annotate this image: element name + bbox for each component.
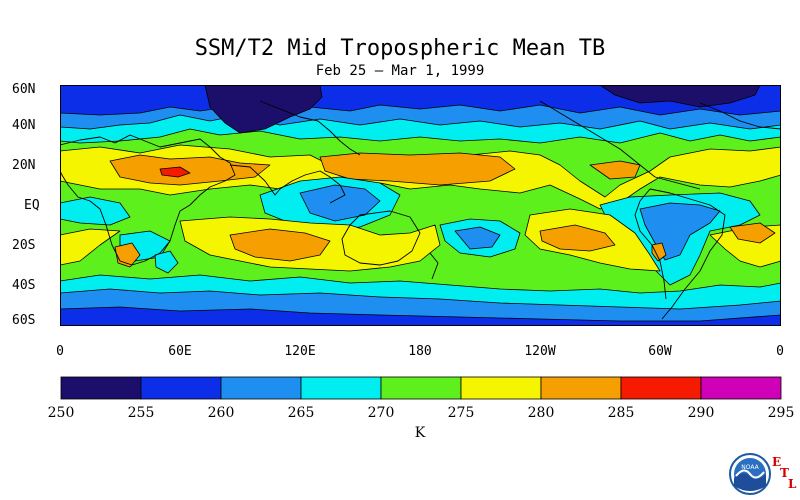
lat-label-60s: 60S xyxy=(12,313,36,328)
colorbar xyxy=(60,376,782,400)
colorbar-tick-280: 280 xyxy=(527,405,555,421)
band-250-255-north xyxy=(204,85,761,134)
colorbar-bin-265-270 xyxy=(300,376,382,400)
temperature-map xyxy=(60,85,781,326)
etl-letter-e: E xyxy=(772,455,782,469)
map-title: SSM/T2 Mid Tropospheric Mean TB xyxy=(194,36,606,61)
band-265-270-indian-s xyxy=(154,250,179,274)
etl-letter-t: T xyxy=(780,466,789,480)
band-280-285-north-c xyxy=(589,160,641,180)
colorbar-unit: K xyxy=(414,425,426,441)
colorbar-tick-255: 255 xyxy=(127,405,155,421)
colorbar-tick-250: 250 xyxy=(47,405,75,421)
colorbar-tick-295: 295 xyxy=(767,405,795,421)
lon-label-60w: 60W xyxy=(648,344,672,359)
colorbar-tick-260: 260 xyxy=(207,405,235,421)
colorbar-tick-265: 265 xyxy=(287,405,315,421)
lat-label-20s: 20S xyxy=(12,238,36,253)
lat-label-40s: 40S xyxy=(12,278,36,293)
lat-label-20n: 20N xyxy=(12,158,36,173)
colorbar-tick-270: 270 xyxy=(367,405,395,421)
lat-label-40n: 40N xyxy=(12,118,36,133)
band-285-290-north xyxy=(159,166,191,178)
noaa-logo-text: NOAA xyxy=(741,464,759,471)
colorbar-bin-275-280 xyxy=(460,376,542,400)
colorbar-bin-280-285 xyxy=(540,376,622,400)
band-255-260-south xyxy=(60,306,781,326)
coastlines xyxy=(60,100,781,320)
lon-label-180: 180 xyxy=(408,344,432,359)
lon-label-0: 0 xyxy=(56,344,64,359)
colorbar-bin-260-265 xyxy=(220,376,302,400)
map-subtitle: Feb 25 – Mar 1, 1999 xyxy=(315,63,485,79)
lat-label-eq: EQ xyxy=(24,198,40,213)
band-260-265-scpac xyxy=(454,226,501,250)
colorbar-tick-275: 275 xyxy=(447,405,475,421)
colorbar-bin-255-260 xyxy=(140,376,222,400)
noaa-logo: NOAA xyxy=(729,453,771,495)
band-280-285-south-b xyxy=(539,224,616,252)
band-280-285-south-a xyxy=(229,228,331,262)
lon-label-60e: 60E xyxy=(168,344,192,359)
colorbar-bin-290-295 xyxy=(700,376,782,400)
colorbar-bin-270-275 xyxy=(380,376,462,400)
band-280-285-south-e xyxy=(651,242,667,262)
colorbar-bin-250-255 xyxy=(60,376,142,400)
band-265-270-indian xyxy=(60,196,131,226)
lon-label-120w: 120W xyxy=(524,344,556,359)
colorbar-tick-285: 285 xyxy=(607,405,635,421)
colorbar-bin-285-290 xyxy=(620,376,702,400)
etl-letter-l: L xyxy=(788,477,797,491)
lon-label-120e: 120E xyxy=(284,344,316,359)
band-280-285-south-d xyxy=(729,222,776,244)
lat-label-60n: 60N xyxy=(12,82,36,97)
lon-label-0-right: 0 xyxy=(776,344,784,359)
colorbar-tick-290: 290 xyxy=(687,405,715,421)
